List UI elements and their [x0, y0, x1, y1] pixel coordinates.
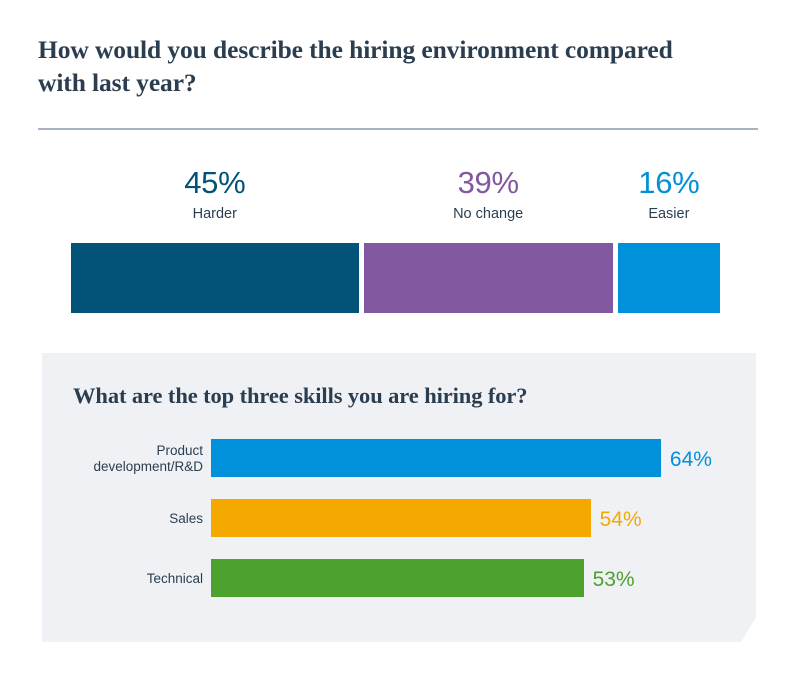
stat-group-harder: 45% Harder — [125, 167, 305, 222]
skill-bar-sales — [211, 499, 591, 537]
stat-label: No change — [453, 206, 524, 222]
skill-value-sales: 54% — [599, 508, 642, 531]
skill-row: Technical 53% — [42, 559, 756, 619]
skill-label-product-development-r-d: Product development/R&D — [93, 443, 203, 475]
skill-label-technical: Technical — [146, 571, 203, 586]
top-skills-panel: What are the top three skills you are hi… — [42, 353, 756, 642]
stacked-segment-no-change — [363, 243, 613, 313]
panel-title: What are the top three skills you are hi… — [73, 383, 528, 408]
stacked-segment-easier — [617, 243, 720, 313]
stat-percent: 45% — [184, 165, 246, 200]
stat-percent: 16% — [638, 165, 700, 200]
skill-label-sales: Sales — [169, 511, 203, 526]
stat-percent: 39% — [457, 165, 519, 200]
page-title: How would you describe the hiring enviro… — [38, 35, 673, 97]
title-divider — [38, 128, 758, 130]
skill-bar-technical — [211, 559, 584, 597]
skill-value-technical: 53% — [592, 568, 635, 591]
stat-label: Harder — [192, 206, 237, 222]
stat-label: Easier — [648, 206, 690, 222]
stat-group-easier: 16% Easier — [579, 167, 759, 222]
hiring-environment-stacked-bar: 45% Harder 39% No change 16% Easier — [71, 167, 720, 313]
stat-group-no-change: 39% No change — [398, 167, 578, 222]
skill-value-product-development-r-d: 64% — [669, 448, 712, 471]
top-skills-bar-chart: Product development/R&D 64% Sales 54% Techni… — [42, 439, 756, 619]
skill-bar-product-development-r-d — [211, 439, 661, 477]
skill-row: Sales 54% — [42, 499, 756, 559]
stacked-segment-harder — [71, 243, 359, 313]
skill-row: Product development/R&D 64% — [42, 439, 756, 499]
